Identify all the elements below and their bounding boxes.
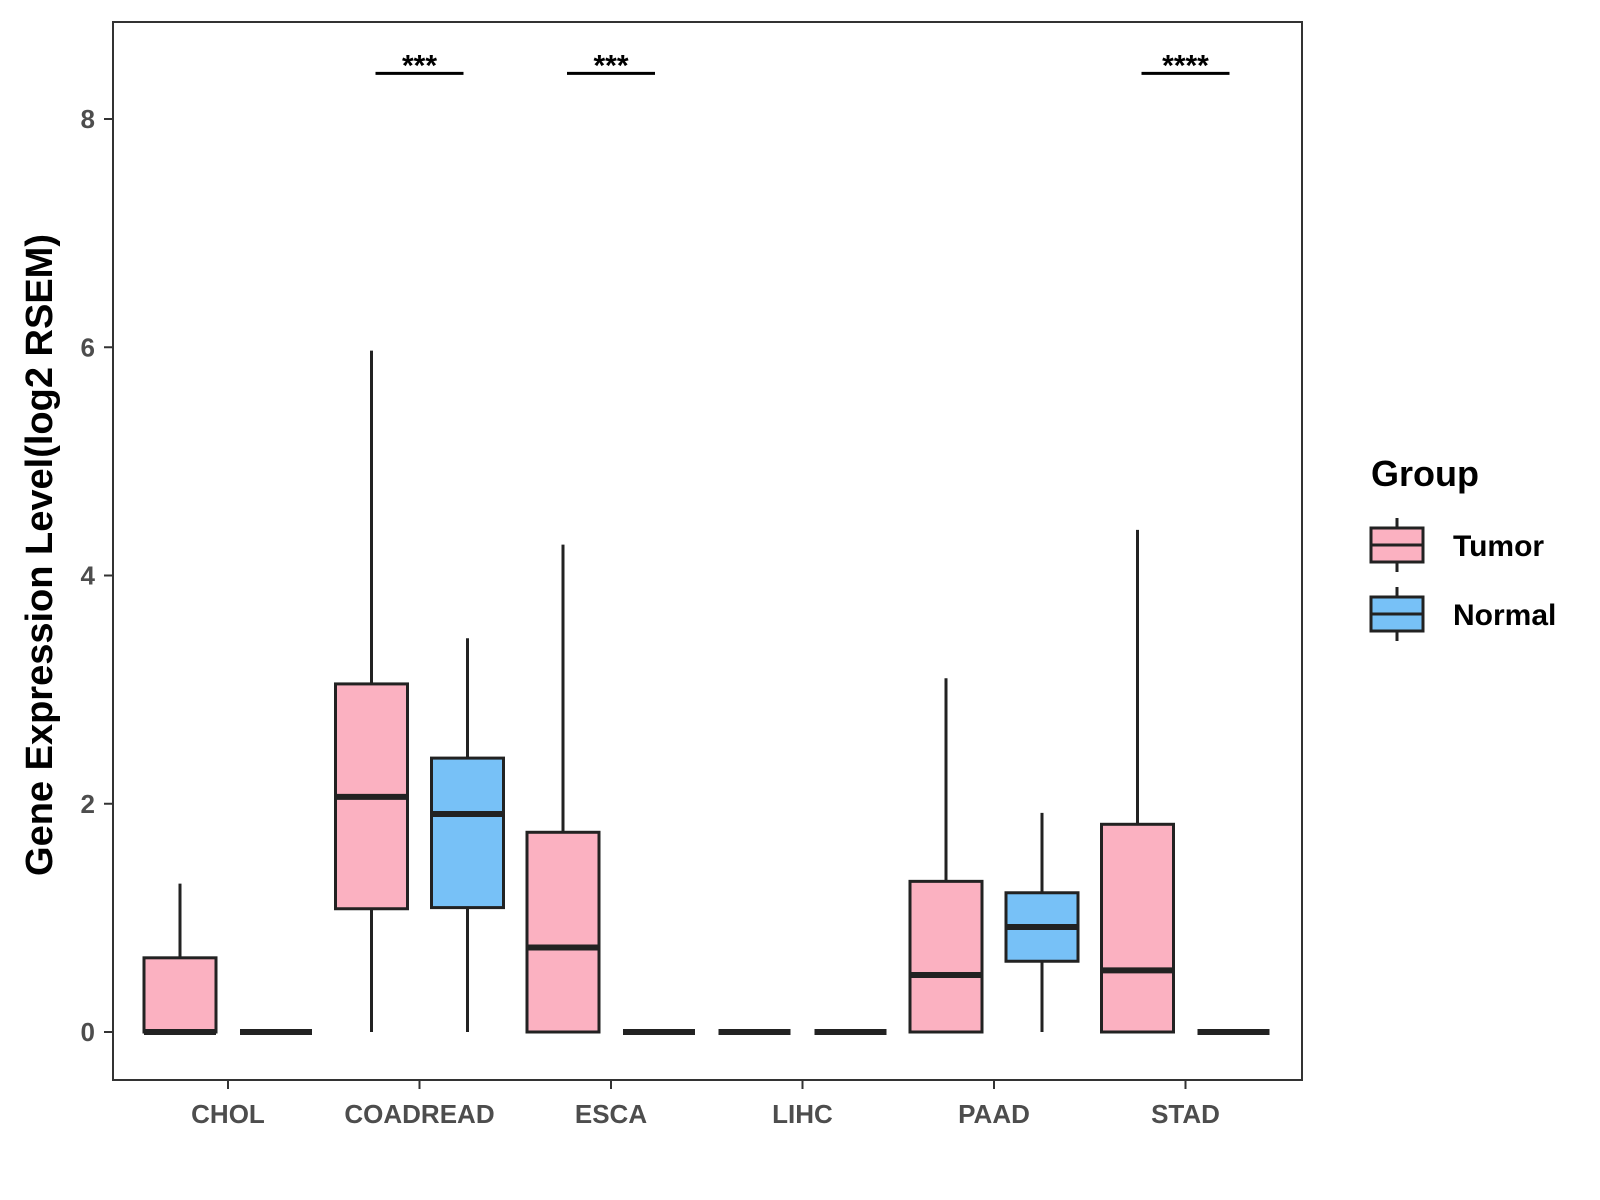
significance-label-esca: *** bbox=[593, 49, 628, 82]
x-tick-label-stad: STAD bbox=[1151, 1099, 1220, 1129]
y-tick-label-4: 4 bbox=[81, 561, 96, 591]
legend-label-normal: Normal bbox=[1453, 599, 1556, 632]
x-tick-label-paad: PAAD bbox=[958, 1099, 1030, 1129]
box-tumor-stad bbox=[1100, 529, 1175, 1034]
significance-label-coadread: *** bbox=[402, 49, 437, 82]
box-body bbox=[142, 956, 218, 1034]
box-body bbox=[430, 756, 505, 910]
significance-label-stad: **** bbox=[1162, 49, 1209, 82]
x-tick-label-coadread: COADREAD bbox=[344, 1099, 494, 1129]
legend-title: Group bbox=[1371, 453, 1479, 494]
box-tumor-paad bbox=[908, 678, 984, 1034]
box-normal-paad bbox=[1004, 812, 1080, 1032]
x-tick-label-chol: CHOL bbox=[191, 1099, 265, 1129]
box-tumor-coadread bbox=[334, 350, 409, 1032]
box-tumor-esca bbox=[525, 544, 601, 1034]
box-body bbox=[908, 879, 984, 1034]
y-tick-label-8: 8 bbox=[81, 104, 95, 134]
y-axis-title: Gene Expression Level(log2 RSEM) bbox=[19, 234, 61, 876]
y-tick-label-6: 6 bbox=[81, 332, 95, 362]
x-tick-label-esca: ESCA bbox=[575, 1099, 647, 1129]
legend: Group Tumor Normal bbox=[1369, 453, 1556, 641]
y-tick-label-0: 0 bbox=[81, 1017, 95, 1047]
box-tumor-chol bbox=[142, 883, 218, 1035]
box-normal-coadread bbox=[430, 638, 505, 1032]
legend-item-tumor: Tumor bbox=[1369, 518, 1544, 572]
x-tick-label-lihc: LIHC bbox=[772, 1099, 833, 1129]
plot-border bbox=[112, 21, 1303, 1081]
legend-item-normal: Normal bbox=[1369, 587, 1556, 641]
box-body bbox=[1100, 822, 1175, 1034]
legend-label-tumor: Tumor bbox=[1453, 530, 1544, 563]
box-body bbox=[525, 830, 601, 1034]
y-tick-label-2: 2 bbox=[81, 789, 95, 819]
